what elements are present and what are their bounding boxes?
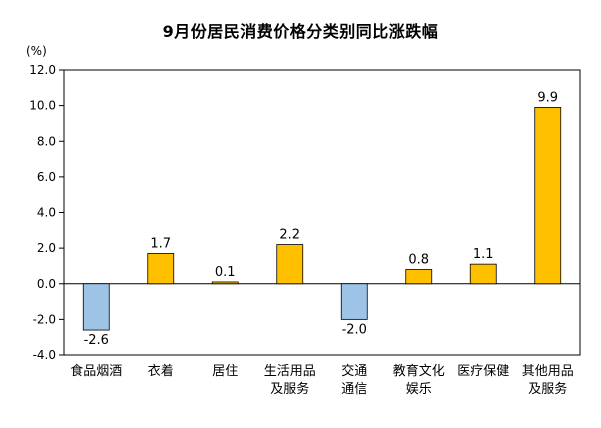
x-category-label: 交通 (341, 363, 367, 379)
x-category-label: 医疗保健 (457, 364, 509, 379)
x-category-label: 通信 (341, 382, 367, 397)
bar-value-label: 1.1 (473, 247, 494, 262)
bar-value-label: -2.6 (84, 333, 109, 348)
plot-area-border (63, 69, 581, 356)
x-category-label: 教育文化 (393, 363, 445, 379)
y-axis-unit-label: (%) (26, 44, 47, 58)
bar-value-label: 1.7 (150, 236, 171, 251)
x-category-label: 及服务 (270, 381, 309, 397)
bar-value-label: 0.8 (408, 253, 429, 268)
y-tick-label: 12.0 (29, 63, 56, 77)
bar (469, 263, 497, 285)
bar-value-label: 9.9 (537, 90, 558, 105)
bar (276, 244, 304, 285)
y-tick-label: 8.0 (37, 134, 56, 148)
y-tick-label: 10.0 (29, 99, 56, 113)
bar-value-label: 2.2 (279, 228, 300, 243)
bar-value-label: 0.1 (215, 265, 236, 280)
x-category-label: 其他用品 (522, 364, 574, 379)
y-tick-label: 4.0 (37, 206, 56, 220)
bar-value-label: -2.0 (342, 322, 367, 337)
x-category-label: 衣着 (148, 363, 174, 379)
bar (211, 281, 239, 285)
x-category-label: 居住 (212, 364, 238, 379)
y-tick-label: -2.0 (33, 312, 56, 326)
chart-title: 9月份居民消费价格分类别同比涨跌幅 (162, 22, 439, 41)
y-tick-label: 0.0 (37, 277, 56, 291)
y-tick-label: -4.0 (33, 348, 56, 362)
y-tick-label: 2.0 (37, 241, 56, 255)
bar (340, 283, 368, 320)
x-category-label: 娱乐 (406, 382, 432, 397)
x-category-label: 及服务 (528, 381, 567, 397)
bar (405, 269, 433, 285)
y-tick-label: 6.0 (37, 170, 56, 184)
bar (82, 283, 110, 331)
bar (147, 253, 175, 285)
x-category-label: 食品烟酒 (70, 363, 122, 379)
bar (534, 107, 562, 285)
x-category-label: 生活用品 (264, 364, 316, 379)
